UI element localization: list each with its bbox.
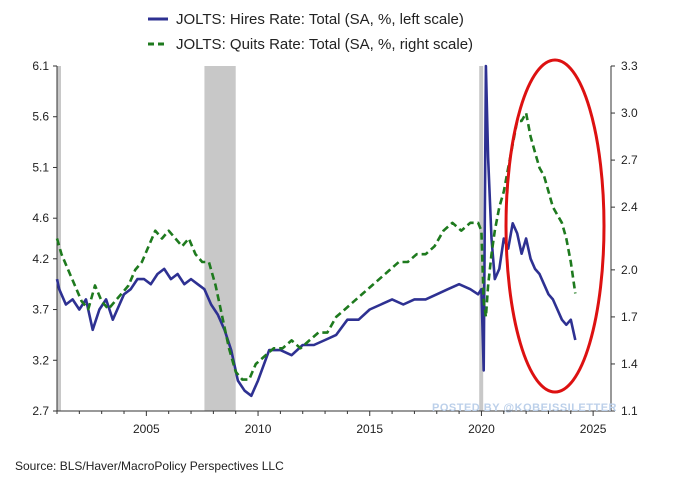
x-tick-label: 2015 <box>356 422 383 436</box>
x-tick-label: 2005 <box>133 422 160 436</box>
y-right-tick-label: 2.0 <box>621 263 638 277</box>
legend-label-quits: JOLTS: Quits Rate: Total (SA, %, right s… <box>176 36 473 53</box>
series-line-hires <box>55 64 577 398</box>
y-left-tick-label: 2.7 <box>32 404 49 418</box>
y-right-tick-label: 1.7 <box>621 310 638 324</box>
chart-axes: 2.7 3.2 3.7 4.2 4.6 5.1 5.6 6.1 1.1 1.4 1.7 2.0 2.4 2… <box>32 59 638 436</box>
y-left-tick-label: 5.1 <box>32 160 49 174</box>
y-left-tick-label: 6.1 <box>32 59 49 73</box>
watermark: POSTED BY @KOBEISSILETTER <box>432 402 617 414</box>
y-right-tick-label: 2.7 <box>621 153 638 167</box>
y-right-tick-label: 2.4 <box>621 200 638 214</box>
y-right-tick-label: 3.3 <box>621 59 638 73</box>
highlight-ellipse <box>504 58 606 394</box>
legend-label-hires: JOLTS: Hires Rate: Total (SA, %, left sc… <box>176 11 464 28</box>
source-note: Source: BLS/Haver/MacroPolicy Perspectiv… <box>15 459 284 473</box>
y-left-tick-label: 4.6 <box>32 211 49 225</box>
recession-band <box>57 66 61 411</box>
y-right-tick-label: 1.4 <box>621 357 638 371</box>
y-left-tick-label: 5.6 <box>32 110 49 124</box>
chart-series <box>55 64 577 398</box>
x-tick-label: 2025 <box>580 422 607 436</box>
recession-shading <box>57 66 484 411</box>
chart-legend: JOLTS: Hires Rate: Total (SA, %, left sc… <box>148 11 473 53</box>
y-left-tick-label: 4.2 <box>32 252 49 266</box>
series-line-quits <box>55 111 577 381</box>
y-right-tick-label: 3.0 <box>621 106 638 120</box>
x-tick-label: 2020 <box>468 422 495 436</box>
x-tick-label: 2010 <box>245 422 272 436</box>
y-right-tick-label: 1.1 <box>621 404 638 418</box>
y-left-tick-label: 3.7 <box>32 303 49 317</box>
y-left-tick-label: 3.2 <box>32 353 49 367</box>
